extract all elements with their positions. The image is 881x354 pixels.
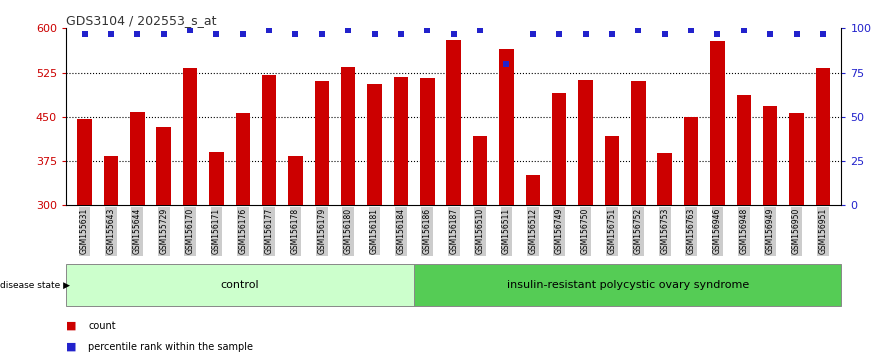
Bar	[604, 136, 619, 205]
Text: control: control	[221, 280, 259, 290]
Bar	[473, 136, 487, 205]
Text: count: count	[88, 321, 115, 331]
Point	[315, 31, 329, 36]
Point	[816, 31, 830, 36]
Bar	[78, 119, 92, 205]
Bar	[66, 264, 414, 306]
Point	[367, 31, 381, 36]
Point	[341, 27, 355, 33]
Point	[605, 31, 619, 36]
Point	[183, 27, 197, 33]
Point	[579, 31, 593, 36]
Point	[130, 31, 144, 36]
Point	[157, 31, 171, 36]
Point	[262, 27, 276, 33]
Bar	[789, 113, 803, 205]
Point	[632, 27, 646, 33]
Text: percentile rank within the sample: percentile rank within the sample	[88, 342, 253, 352]
Point	[789, 31, 803, 36]
Bar	[262, 75, 277, 205]
Bar	[394, 77, 408, 205]
Bar	[552, 93, 566, 205]
Bar	[763, 106, 777, 205]
Bar	[209, 152, 224, 205]
Text: disease state ▶: disease state ▶	[0, 280, 70, 290]
Bar	[414, 264, 841, 306]
Point	[552, 31, 566, 36]
Bar	[657, 153, 672, 205]
Point	[104, 31, 118, 36]
Point	[78, 31, 92, 36]
Point	[526, 31, 540, 36]
Bar	[526, 175, 540, 205]
Bar	[367, 84, 381, 205]
Bar	[737, 95, 751, 205]
Point	[236, 31, 250, 36]
Bar	[631, 81, 646, 205]
Bar	[130, 112, 144, 205]
Bar	[235, 113, 250, 205]
Bar	[182, 68, 197, 205]
Bar	[420, 79, 434, 205]
Bar	[104, 156, 118, 205]
Text: ■: ■	[66, 342, 77, 352]
Point	[288, 31, 302, 36]
Bar	[578, 80, 593, 205]
Bar	[447, 40, 461, 205]
Point	[500, 61, 514, 67]
Bar	[684, 117, 699, 205]
Point	[210, 31, 224, 36]
Bar	[500, 49, 514, 205]
Point	[684, 27, 698, 33]
Bar	[341, 67, 356, 205]
Text: insulin-resistant polycystic ovary syndrome: insulin-resistant polycystic ovary syndr…	[507, 280, 749, 290]
Bar	[157, 127, 171, 205]
Bar	[816, 68, 830, 205]
Text: ■: ■	[66, 321, 77, 331]
Text: GDS3104 / 202553_s_at: GDS3104 / 202553_s_at	[66, 14, 217, 27]
Bar	[288, 156, 303, 205]
Bar	[710, 41, 725, 205]
Point	[420, 27, 434, 33]
Point	[394, 31, 408, 36]
Point	[657, 31, 671, 36]
Point	[473, 27, 487, 33]
Point	[447, 31, 461, 36]
Point	[710, 31, 724, 36]
Point	[737, 27, 751, 33]
Point	[763, 31, 777, 36]
Bar	[315, 81, 329, 205]
